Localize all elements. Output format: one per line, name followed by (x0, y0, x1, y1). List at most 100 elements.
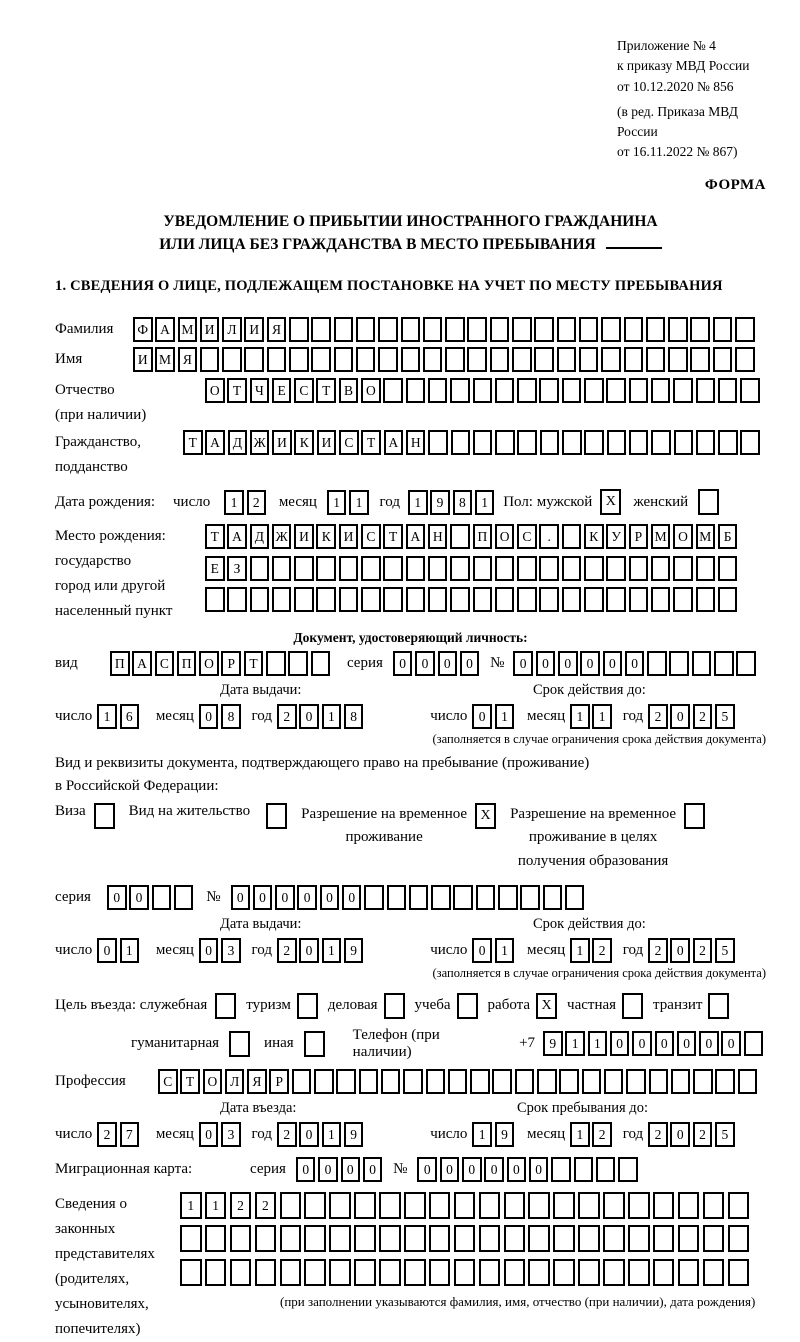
char-cell[interactable] (553, 1191, 575, 1219)
char-cell[interactable] (539, 555, 559, 581)
char-cell[interactable] (628, 430, 649, 455)
char-cell[interactable] (361, 555, 381, 581)
char-cell[interactable] (329, 1191, 351, 1219)
char-cell[interactable] (404, 1225, 426, 1253)
char-cell[interactable] (601, 347, 621, 372)
char-cell[interactable] (553, 1225, 575, 1253)
char-cell[interactable] (288, 651, 308, 676)
char-cell[interactable]: И (316, 430, 337, 455)
char-cell[interactable]: 1 (570, 704, 590, 729)
char-cell[interactable] (578, 347, 599, 372)
char-cell[interactable] (400, 317, 421, 342)
char-cell[interactable] (648, 1068, 669, 1094)
char-cell[interactable]: 9 (343, 937, 364, 963)
char-cell[interactable] (647, 651, 667, 676)
char-cell[interactable] (380, 1068, 401, 1094)
char-cell[interactable]: Ж (271, 524, 292, 549)
char-cell[interactable] (453, 884, 473, 910)
char-cell[interactable] (606, 555, 626, 581)
char-cell[interactable]: 2 (692, 937, 713, 963)
sex-female-checkbox[interactable] (698, 489, 720, 515)
char-cell[interactable] (422, 347, 443, 372)
char-cell[interactable]: 0 (670, 1121, 690, 1147)
purpose-study-checkbox[interactable] (456, 992, 478, 1019)
purpose-business-checkbox[interactable] (383, 992, 405, 1019)
char-cell[interactable]: С (361, 524, 381, 549)
char-cell[interactable]: 0 (299, 704, 319, 729)
char-cell[interactable] (361, 587, 381, 612)
char-cell[interactable]: 0 (392, 651, 413, 676)
char-cell[interactable] (151, 884, 172, 910)
char-cell[interactable] (584, 587, 604, 612)
char-cell[interactable] (329, 1225, 351, 1253)
char-cell[interactable]: 1 (326, 489, 347, 515)
char-cell[interactable] (427, 555, 448, 581)
char-cell[interactable]: С (158, 1068, 178, 1094)
char-cell[interactable] (561, 555, 582, 581)
char-cell[interactable]: Р (221, 651, 241, 676)
char-cell[interactable]: 2 (648, 937, 668, 963)
char-cell[interactable] (314, 1068, 334, 1094)
temp-residence-checkbox[interactable]: X (475, 803, 497, 829)
char-cell[interactable]: К (294, 430, 314, 455)
char-cell[interactable]: А (227, 524, 247, 549)
char-cell[interactable] (581, 1068, 602, 1094)
char-cell[interactable]: 2 (692, 704, 713, 729)
char-cell[interactable]: И (272, 430, 292, 455)
sex-male-checkbox[interactable]: X (600, 489, 622, 515)
char-cell[interactable] (512, 347, 532, 372)
char-cell[interactable]: . (539, 524, 559, 549)
char-cell[interactable] (422, 317, 443, 342)
char-cell[interactable] (652, 1191, 675, 1219)
char-cell[interactable]: А (383, 430, 404, 455)
char-cell[interactable] (404, 1191, 426, 1219)
char-cell[interactable]: 0 (670, 704, 690, 729)
char-cell[interactable] (447, 1068, 468, 1094)
char-cell[interactable] (601, 317, 621, 342)
char-cell[interactable]: 2 (246, 489, 267, 515)
char-cell[interactable] (690, 347, 710, 372)
char-cell[interactable] (266, 347, 287, 372)
char-cell[interactable]: 1 (119, 937, 140, 963)
char-cell[interactable]: О (494, 524, 515, 549)
char-cell[interactable]: Р (269, 1068, 289, 1094)
char-cell[interactable]: Д (249, 524, 270, 549)
char-cell[interactable] (405, 587, 426, 612)
char-cell[interactable] (712, 317, 733, 342)
char-cell[interactable] (727, 1225, 750, 1253)
char-cell[interactable] (717, 587, 738, 612)
char-cell[interactable]: 0 (129, 884, 149, 910)
char-cell[interactable]: 0 (699, 1031, 719, 1057)
char-cell[interactable] (199, 347, 220, 372)
char-cell[interactable] (559, 1068, 579, 1094)
char-cell[interactable] (304, 1191, 326, 1219)
purpose-humanitarian-checkbox[interactable] (229, 1030, 251, 1057)
char-cell[interactable] (517, 587, 537, 612)
char-cell[interactable] (702, 1191, 725, 1219)
char-cell[interactable] (537, 1068, 557, 1094)
char-cell[interactable] (279, 1225, 302, 1253)
char-cell[interactable] (475, 884, 496, 910)
char-cell[interactable] (584, 555, 604, 581)
char-cell[interactable] (717, 378, 738, 403)
char-cell[interactable]: 8 (452, 489, 473, 515)
char-cell[interactable] (428, 430, 448, 455)
char-cell[interactable]: Я (177, 347, 198, 372)
char-cell[interactable] (670, 1068, 691, 1094)
char-cell[interactable]: 1 (321, 704, 342, 729)
char-cell[interactable]: И (244, 317, 264, 342)
char-cell[interactable] (279, 1191, 302, 1219)
char-cell[interactable] (691, 651, 712, 676)
char-cell[interactable] (304, 1258, 326, 1286)
char-cell[interactable]: 9 (543, 1031, 563, 1057)
char-cell[interactable]: И (338, 524, 359, 549)
char-cell[interactable]: З (227, 555, 247, 581)
char-cell[interactable] (690, 317, 710, 342)
char-cell[interactable] (628, 1225, 650, 1253)
char-cell[interactable]: Т (180, 1068, 200, 1094)
char-cell[interactable]: 2 (97, 1121, 117, 1147)
char-cell[interactable]: Н (405, 430, 426, 455)
char-cell[interactable]: 0 (721, 1031, 741, 1057)
char-cell[interactable]: И (133, 347, 153, 372)
char-cell[interactable] (378, 317, 398, 342)
